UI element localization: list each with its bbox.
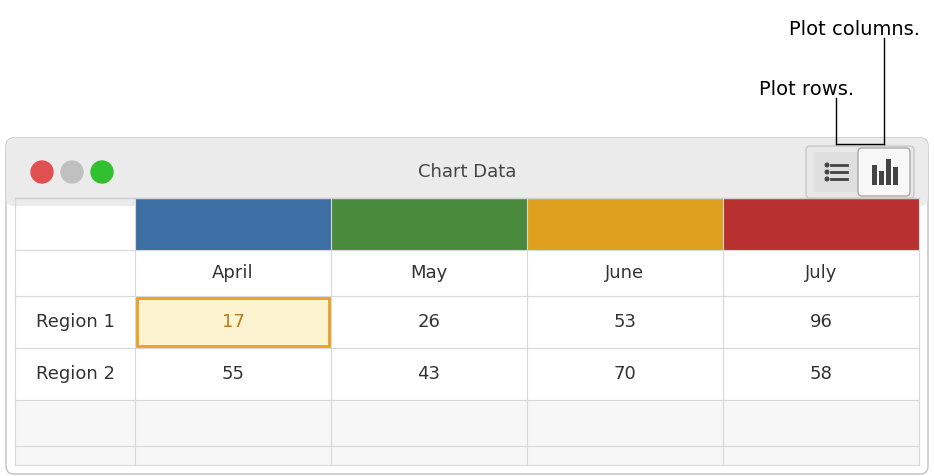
FancyBboxPatch shape bbox=[806, 146, 914, 198]
Bar bbox=[871, 165, 876, 185]
Text: 26: 26 bbox=[417, 313, 441, 331]
Bar bbox=[15, 172, 919, 198]
Text: Chart Data: Chart Data bbox=[417, 163, 517, 181]
Circle shape bbox=[91, 161, 113, 183]
FancyBboxPatch shape bbox=[6, 138, 928, 474]
Text: 70: 70 bbox=[614, 365, 636, 383]
Circle shape bbox=[61, 161, 83, 183]
Text: June: June bbox=[605, 264, 644, 282]
Bar bbox=[15, 446, 919, 465]
Text: May: May bbox=[410, 264, 447, 282]
Text: 43: 43 bbox=[417, 365, 441, 383]
Text: 17: 17 bbox=[221, 313, 245, 331]
Text: Plot rows.: Plot rows. bbox=[758, 80, 854, 99]
Bar bbox=[814, 152, 858, 192]
Text: April: April bbox=[212, 264, 254, 282]
Bar bbox=[135, 198, 331, 250]
Bar bbox=[527, 198, 723, 250]
Circle shape bbox=[826, 163, 828, 167]
Text: 96: 96 bbox=[810, 313, 832, 331]
Bar bbox=[331, 198, 527, 250]
Text: 55: 55 bbox=[221, 365, 245, 383]
Bar bbox=[879, 171, 884, 185]
Text: 53: 53 bbox=[614, 313, 636, 331]
Bar bbox=[893, 167, 898, 185]
Bar bbox=[723, 198, 919, 250]
Circle shape bbox=[826, 170, 828, 174]
FancyBboxPatch shape bbox=[858, 148, 910, 196]
Text: Region 2: Region 2 bbox=[35, 365, 115, 383]
Text: Plot columns.: Plot columns. bbox=[789, 20, 920, 39]
Circle shape bbox=[826, 177, 828, 181]
Text: Region 1: Region 1 bbox=[35, 313, 115, 331]
FancyBboxPatch shape bbox=[6, 138, 928, 206]
Bar bbox=[885, 159, 890, 185]
Text: 58: 58 bbox=[810, 365, 832, 383]
Circle shape bbox=[31, 161, 53, 183]
Text: July: July bbox=[805, 264, 837, 282]
Bar bbox=[15, 400, 919, 446]
Bar bbox=[137, 298, 329, 346]
